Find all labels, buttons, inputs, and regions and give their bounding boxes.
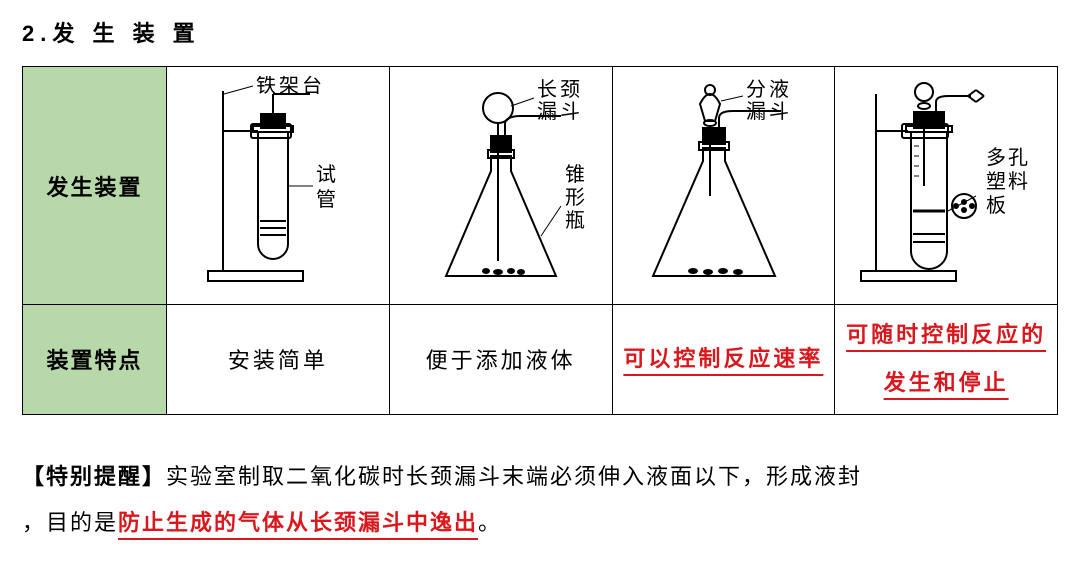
label-funnel-b1: 长颈 xyxy=(537,78,583,101)
label-flask-1: 锥 xyxy=(565,163,588,186)
label-tube-1: 试 xyxy=(316,163,339,186)
note-red: 防止生成的气体从长颈漏斗中逸出 xyxy=(118,510,478,535)
diagram-a: 铁架台 试 管 xyxy=(167,67,390,305)
feature-a: 安装简单 xyxy=(167,305,390,415)
label-sep-2: 漏斗 xyxy=(746,100,792,123)
apparatus-table: 发生装置 xyxy=(22,66,1058,415)
note-end: 。 xyxy=(478,510,502,535)
note-text1: 实验室制取二氧化碳时长颈漏斗末端必须伸入液面以下，形成液封 xyxy=(166,464,862,489)
label-plate-2: 塑 xyxy=(986,170,1009,193)
section-heading: 2.发 生 装 置 xyxy=(22,16,1058,48)
diagram-c: 分液 漏斗 xyxy=(612,67,835,305)
note-text2: ，目的是 xyxy=(22,510,118,535)
diagram-d: 多 孔 塑 料 板 xyxy=(835,67,1058,305)
feature-d: 可随时控制反应的发生和停止 xyxy=(835,305,1058,415)
diagram-b: 长颈 漏斗 锥 形 瓶 xyxy=(389,67,612,305)
label-tube-2: 管 xyxy=(316,188,339,211)
label-stand: 铁架台 xyxy=(256,76,325,97)
feature-c: 可以控制反应速率 xyxy=(612,305,835,415)
special-note: 【特别提醒】实验室制取二氧化碳时长颈漏斗末端必须伸入液面以下，形成液封 ，目的是… xyxy=(22,455,1058,547)
label-plate-2b: 料 xyxy=(1008,170,1031,193)
label-plate-3: 板 xyxy=(986,194,1009,217)
label-plate-1b: 孔 xyxy=(1008,146,1031,169)
label-flask-2: 形 xyxy=(565,186,588,209)
note-tag: 【特别提醒】 xyxy=(22,464,166,489)
label-sep-1: 分液 xyxy=(746,78,792,101)
label-plate-1: 多 xyxy=(986,146,1009,169)
row1-header: 发生装置 xyxy=(23,67,167,305)
feature-b: 便于添加液体 xyxy=(389,305,612,415)
label-funnel-b2: 漏斗 xyxy=(537,100,583,123)
row2-header: 装置特点 xyxy=(23,305,167,415)
label-flask-3: 瓶 xyxy=(565,209,588,232)
